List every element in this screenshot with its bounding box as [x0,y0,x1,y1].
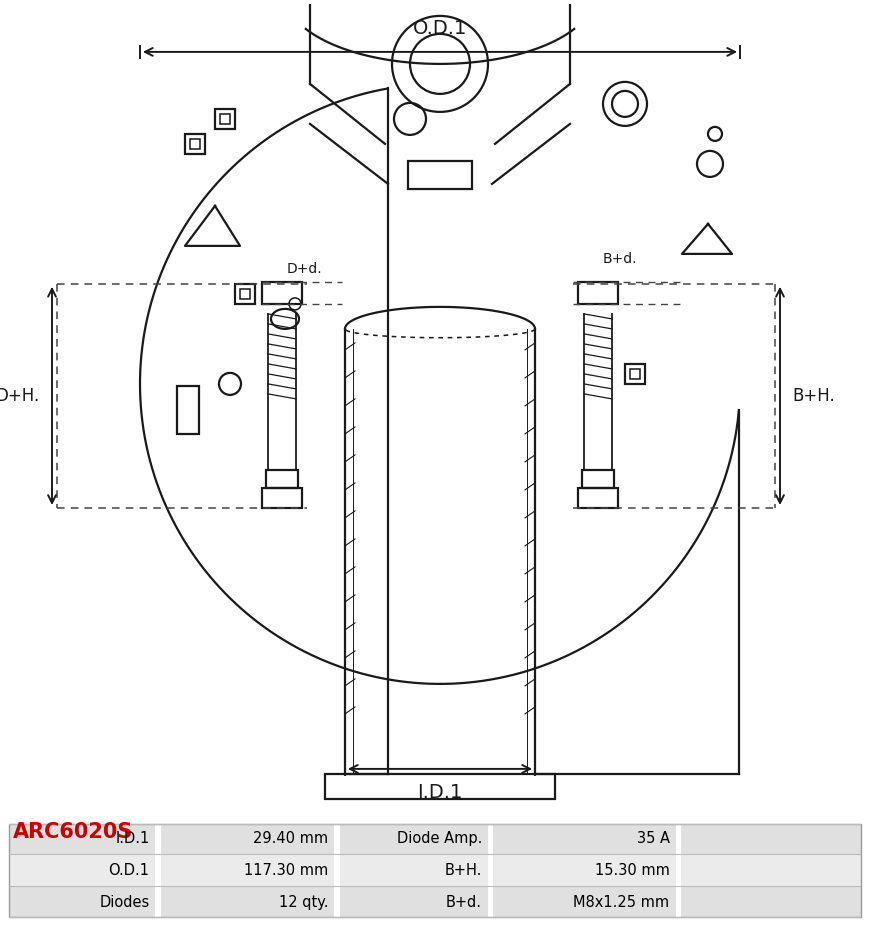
Bar [155,886,161,917]
Bar [9,855,860,885]
Bar [9,886,860,917]
Bar [335,886,339,917]
Bar [407,161,471,189]
Bar [675,886,680,917]
Bar [325,774,554,799]
Bar [262,488,302,508]
Bar [630,368,639,379]
Bar [9,823,860,917]
Text: O.D.1: O.D.1 [108,863,149,878]
Bar [262,282,302,304]
Bar [184,133,205,154]
Bar [335,823,339,854]
Bar [624,364,644,384]
Bar [9,823,860,854]
Text: D+H.: D+H. [0,387,40,405]
Bar [581,470,614,488]
Text: 12 qty.: 12 qty. [278,895,328,910]
Text: 15.30 mm: 15.30 mm [594,863,669,878]
Bar [578,488,617,508]
Bar [675,823,680,854]
Bar [215,109,234,129]
Text: O.D.1: O.D.1 [413,19,466,38]
Text: I.D.1: I.D.1 [417,783,462,802]
Text: D+d.: D+d. [287,262,322,276]
Text: Diode Amp.: Diode Amp. [396,831,481,846]
Text: B+H.: B+H. [444,863,481,878]
Text: Diodes: Diodes [99,895,149,910]
Bar [487,855,493,885]
Text: M8x1.25 mm: M8x1.25 mm [572,895,669,910]
Bar [176,386,198,434]
Bar [234,284,255,304]
Bar [487,886,493,917]
Bar [155,855,161,885]
Bar [220,114,230,124]
Text: B+d.: B+d. [602,252,637,266]
Text: 117.30 mm: 117.30 mm [244,863,328,878]
Text: B+d.: B+d. [445,895,481,910]
Text: 35 A: 35 A [636,831,669,846]
Text: B+H.: B+H. [791,387,834,405]
Bar [190,139,200,149]
Bar [578,282,617,304]
Bar [487,823,493,854]
Bar [240,289,249,299]
Bar [335,855,339,885]
Bar [266,470,298,488]
Text: I.D.1: I.D.1 [115,831,149,846]
Bar [675,855,680,885]
Text: ARC6020S: ARC6020S [13,822,133,842]
Text: 29.40 mm: 29.40 mm [253,831,328,846]
Bar [155,823,161,854]
